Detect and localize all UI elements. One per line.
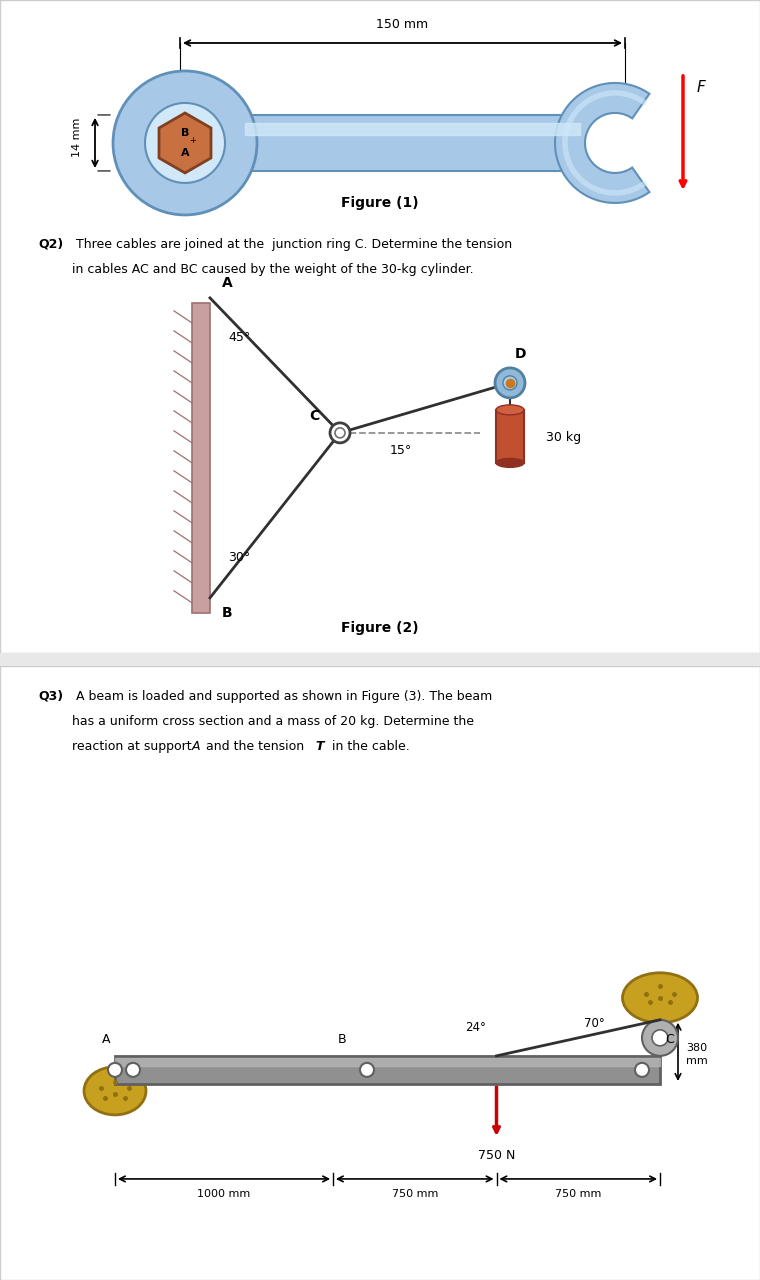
Circle shape xyxy=(652,1030,668,1046)
Text: 45°: 45° xyxy=(228,332,250,344)
Circle shape xyxy=(113,70,257,215)
Text: and the tension: and the tension xyxy=(202,740,308,753)
Ellipse shape xyxy=(496,404,524,415)
Polygon shape xyxy=(555,83,649,204)
Bar xyxy=(192,303,210,613)
Text: 30 kg: 30 kg xyxy=(546,431,581,444)
Text: Figure (2): Figure (2) xyxy=(341,621,419,635)
Polygon shape xyxy=(159,113,211,173)
Text: D: D xyxy=(515,347,527,361)
Circle shape xyxy=(642,1020,678,1056)
Text: mm: mm xyxy=(686,1056,708,1066)
Polygon shape xyxy=(240,115,585,172)
Text: in cables AC and BC caused by the weight of the 30-kg cylinder.: in cables AC and BC caused by the weight… xyxy=(72,262,473,276)
Text: Q2): Q2) xyxy=(38,238,63,251)
Text: B: B xyxy=(338,1033,347,1046)
Text: Q3): Q3) xyxy=(38,690,63,703)
Text: 1000 mm: 1000 mm xyxy=(198,1189,251,1199)
Circle shape xyxy=(126,1062,140,1076)
Text: A: A xyxy=(102,1033,110,1046)
Circle shape xyxy=(503,376,517,390)
Bar xyxy=(115,1056,660,1084)
Circle shape xyxy=(495,367,525,398)
Ellipse shape xyxy=(622,973,698,1023)
Bar xyxy=(496,410,524,463)
Text: 750 N: 750 N xyxy=(478,1149,515,1162)
Text: C: C xyxy=(310,408,320,422)
Text: 24°: 24° xyxy=(466,1021,486,1034)
Text: 150 mm: 150 mm xyxy=(376,18,429,31)
Circle shape xyxy=(335,428,345,438)
Ellipse shape xyxy=(496,458,524,467)
Text: A: A xyxy=(181,148,189,157)
Text: 30°: 30° xyxy=(228,552,250,564)
Text: F: F xyxy=(697,81,706,96)
Text: Three cables are joined at the  junction ring C. Determine the tension: Three cables are joined at the junction … xyxy=(72,238,512,251)
Circle shape xyxy=(145,102,225,183)
Text: Figure (1): Figure (1) xyxy=(341,196,419,210)
Text: 750 mm: 750 mm xyxy=(391,1189,438,1199)
Text: reaction at support: reaction at support xyxy=(72,740,195,753)
Circle shape xyxy=(108,1062,122,1076)
Ellipse shape xyxy=(84,1066,146,1115)
Circle shape xyxy=(330,422,350,443)
Text: in the cable.: in the cable. xyxy=(328,740,410,753)
Text: B: B xyxy=(222,605,233,620)
Text: has a uniform cross section and a mass of 20 kg. Determine the: has a uniform cross section and a mass o… xyxy=(72,714,474,727)
Text: A: A xyxy=(192,740,201,753)
Text: +: + xyxy=(189,137,196,146)
Text: 15°: 15° xyxy=(390,444,412,457)
Text: A: A xyxy=(222,276,233,289)
Circle shape xyxy=(635,1062,649,1076)
Text: 14 mm: 14 mm xyxy=(72,118,82,156)
Text: 70°: 70° xyxy=(584,1018,605,1030)
Text: 380: 380 xyxy=(686,1043,707,1053)
Text: C: C xyxy=(665,1033,674,1046)
Text: 750 mm: 750 mm xyxy=(555,1189,601,1199)
Text: A beam is loaded and supported as shown in Figure (3). The beam: A beam is loaded and supported as shown … xyxy=(72,690,492,703)
Text: B: B xyxy=(181,128,189,138)
Circle shape xyxy=(360,1062,374,1076)
Text: T: T xyxy=(315,740,324,753)
